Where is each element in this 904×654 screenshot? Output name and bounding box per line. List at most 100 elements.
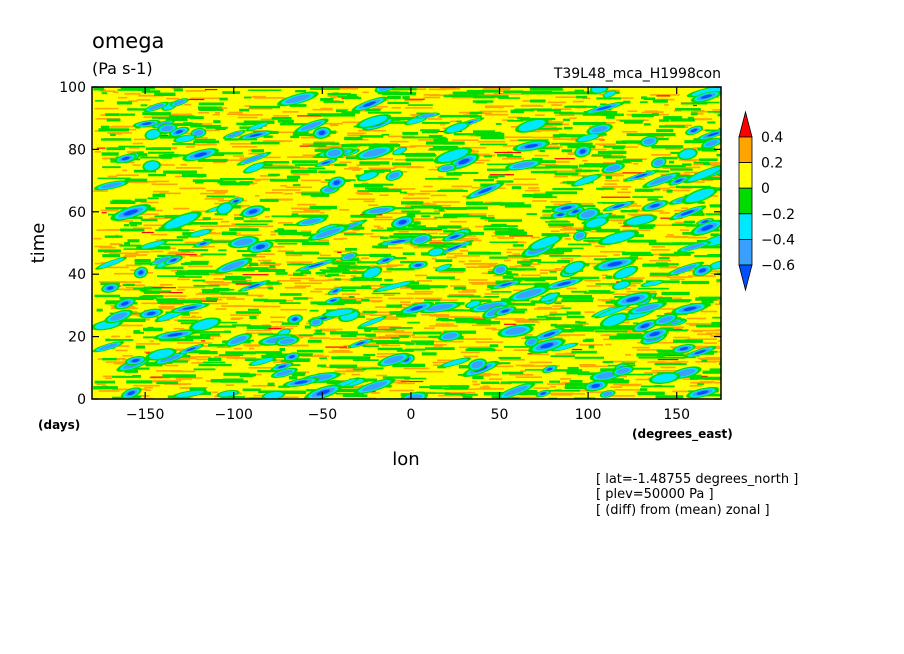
field-green-streak: [338, 356, 371, 360]
field-orange-streak: [320, 254, 331, 257]
field-green-streak: [134, 259, 151, 263]
field-green-streak: [120, 113, 135, 116]
field-orange-streak: [302, 143, 321, 145]
field-orange-streak: [694, 345, 720, 348]
field-orange-streak: [557, 334, 586, 336]
field-orange-streak: [270, 316, 286, 319]
field-negative-blob: [599, 312, 630, 328]
field-orange-streak: [506, 248, 526, 251]
field-orange-streak: [264, 215, 270, 218]
blob-peak: [694, 349, 706, 355]
field-green-streak: [614, 296, 624, 298]
field-orange-streak: [487, 214, 495, 217]
field-orange-streak: [285, 287, 306, 289]
field-green-streak: [600, 103, 607, 106]
field-orange-streak: [356, 164, 380, 166]
field-orange-streak: [539, 269, 563, 271]
field-green-streak: [663, 116, 683, 120]
field-orange-streak: [339, 347, 351, 349]
field-orange-streak: [166, 97, 179, 100]
field-green-streak: [643, 97, 656, 101]
field-green-streak: [178, 276, 202, 278]
field-red-streak: [404, 98, 425, 100]
field-orange-streak: [304, 208, 332, 211]
field-negative-blob: [696, 128, 721, 141]
blob-mid: [642, 280, 662, 287]
field-orange-streak: [289, 277, 315, 280]
field-negative-blob: [314, 158, 338, 168]
field-orange-streak: [185, 90, 207, 92]
field-green-streak: [315, 329, 322, 333]
field-orange-streak: [505, 183, 525, 186]
field-green-streak: [717, 173, 721, 176]
blob-peak: [233, 199, 239, 203]
field-green-streak: [421, 352, 437, 356]
field-orange-streak: [619, 375, 627, 378]
field-orange-streak: [351, 168, 363, 170]
blob-peak: [186, 347, 196, 352]
field-green-streak: [425, 347, 455, 350]
field-orange-streak: [534, 308, 562, 310]
field-green-streak: [381, 134, 390, 136]
field-green-streak: [218, 354, 244, 356]
field-orange-streak: [272, 396, 299, 399]
blob-peak: [701, 224, 714, 231]
field-green-streak: [437, 317, 449, 321]
field-green-streak: [636, 353, 665, 357]
field-green-streak: [111, 129, 118, 132]
field-green-streak: [566, 315, 585, 319]
field-orange-streak: [252, 95, 266, 98]
blob-mid: [604, 91, 616, 97]
field-orange-streak: [390, 188, 416, 190]
field-green-streak: [549, 270, 557, 273]
field-green-streak: [292, 133, 324, 137]
field-green-streak: [386, 304, 402, 308]
field-orange-streak: [233, 347, 242, 350]
field-green-streak: [335, 109, 348, 113]
field-orange-streak: [649, 259, 671, 262]
field-green-streak: [100, 125, 110, 129]
field-green-streak: [433, 207, 468, 210]
field-orange-streak: [193, 245, 215, 248]
field-green-streak: [203, 361, 226, 364]
field-orange-streak: [624, 146, 638, 148]
field-green-streak: [695, 297, 717, 301]
field-orange-streak: [532, 353, 550, 356]
blob-core: [193, 130, 204, 136]
field-orange-streak: [448, 294, 475, 296]
field-negative-blob: [639, 135, 659, 147]
field-orange-streak: [685, 322, 700, 325]
field-orange-streak: [371, 105, 388, 108]
field-orange-streak: [113, 133, 122, 135]
x-tick-label: 150: [663, 407, 690, 423]
field-green-streak: [545, 316, 562, 321]
field-green-streak: [299, 251, 319, 255]
field-negative-blob: [683, 164, 721, 184]
field-green-streak: [293, 272, 304, 276]
field-green-streak: [511, 186, 522, 190]
field-green-streak: [643, 263, 657, 266]
field-orange-streak: [654, 187, 671, 190]
field-negative-blob: [172, 389, 208, 398]
field-green-streak: [637, 391, 665, 396]
field-green-streak: [147, 197, 159, 200]
field-orange-streak: [552, 138, 578, 140]
field-negative-blob: [504, 159, 543, 171]
field-orange-streak: [632, 346, 650, 349]
field-orange-streak: [710, 272, 721, 275]
field-orange-streak: [445, 391, 476, 394]
field-negative-blob: [222, 130, 246, 140]
field-green-streak: [593, 258, 610, 261]
blob-core: [705, 140, 719, 147]
field-green-streak: [560, 307, 572, 309]
field-orange-streak: [230, 318, 241, 320]
blob-peak: [330, 299, 337, 302]
blob-peak: [540, 392, 546, 395]
blob-core: [300, 121, 322, 131]
field-green-streak: [342, 394, 368, 397]
field-green-streak: [437, 225, 462, 229]
field-green-streak: [173, 88, 183, 92]
field-green-streak: [259, 198, 279, 202]
field-negative-blob: [415, 112, 440, 119]
field-orange-streak: [94, 245, 113, 248]
